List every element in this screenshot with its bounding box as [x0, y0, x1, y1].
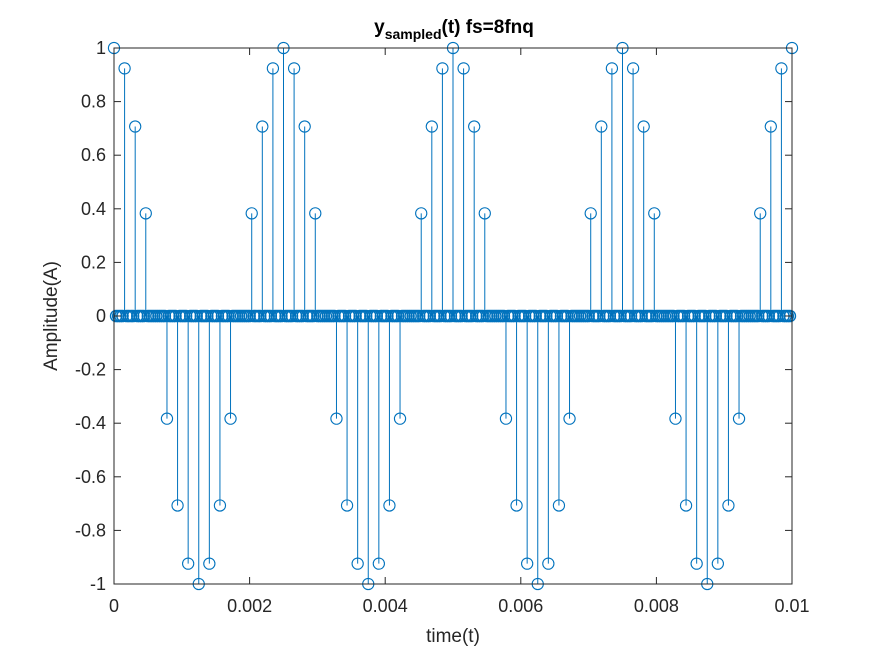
- stem-marker: [171, 499, 184, 512]
- x-tick-label: 0.006: [498, 596, 543, 616]
- stem-marker: [468, 120, 481, 133]
- stem-marker: [309, 207, 322, 220]
- y-tick-label: 0.4: [81, 199, 106, 219]
- chart-title: ysampled(t) fs=8fnq: [374, 17, 534, 42]
- x-tick-label: 0.002: [227, 596, 272, 616]
- stem-marker: [129, 120, 142, 133]
- stem-marker: [605, 62, 619, 75]
- stem-marker: [351, 557, 364, 570]
- stem-marker: [224, 412, 237, 425]
- stem-marker: [436, 62, 449, 75]
- x-tick-label: 0.01: [774, 596, 809, 616]
- stem-marker: [425, 120, 438, 133]
- stem-marker: [160, 412, 174, 425]
- stem-marker: [340, 499, 354, 512]
- x-axis-label: time(t): [426, 626, 480, 647]
- stem-marker: [415, 207, 428, 220]
- stem-marker: [330, 412, 343, 425]
- stem-marker: [372, 557, 385, 570]
- stem-marker: [563, 412, 576, 425]
- stem-marker: [256, 120, 269, 133]
- stem-marker: [542, 557, 555, 570]
- y-tick-label: -0.8: [75, 520, 106, 540]
- stem-marker: [266, 62, 280, 75]
- plot-area: [107, 41, 799, 591]
- stem-marker: [754, 207, 767, 220]
- stem-marker: [732, 412, 746, 425]
- stem-marker-zero: [783, 309, 797, 323]
- stem-marker: [521, 557, 534, 570]
- y-tick-label: 0: [96, 306, 106, 326]
- x-tick-label: 0.004: [363, 596, 408, 616]
- stem-marker: [595, 120, 608, 133]
- y-tick-label: 0.6: [81, 145, 106, 165]
- stem-marker: [637, 120, 650, 133]
- x-tick-label: 0.008: [634, 596, 679, 616]
- stem-marker: [298, 120, 311, 133]
- stem-marker: [510, 499, 523, 512]
- stem-marker: [669, 412, 682, 425]
- stem-marker: [711, 557, 724, 570]
- y-tick-label: 0.2: [81, 252, 106, 272]
- stem-marker: [118, 62, 131, 75]
- stem-marker: [393, 412, 407, 425]
- stem-marker: [245, 207, 258, 220]
- y-axis-label: Amplitude(A): [41, 261, 62, 371]
- stem-marker: [457, 62, 470, 75]
- stem-marker: [552, 499, 566, 512]
- stem-marker: [213, 499, 227, 512]
- stem-marker: [679, 499, 693, 512]
- y-tick-label: -1: [90, 574, 106, 594]
- stem-marker: [499, 412, 513, 425]
- stem-marker: [182, 557, 195, 570]
- stem-marker: [626, 62, 640, 75]
- stem-marker: [287, 62, 301, 75]
- stem-marker: [584, 207, 597, 220]
- chart-title-subscript: sampled: [385, 26, 442, 42]
- stem-marker: [383, 499, 396, 512]
- y-tick-label: -0.6: [75, 467, 106, 487]
- chart-title-suffix: (t) fs=8fnq: [442, 17, 534, 38]
- x-tick-label: 0: [109, 596, 119, 616]
- stem-marker: [648, 207, 661, 220]
- stem-marker: [139, 207, 152, 220]
- stem-marker: [690, 557, 703, 570]
- stem-marker: [775, 62, 788, 75]
- y-tick-label: 1: [96, 38, 106, 58]
- stem-marker: [722, 499, 735, 512]
- stem-marker: [203, 557, 216, 570]
- y-tick-label: 0.8: [81, 92, 106, 112]
- y-tick-label: -0.4: [75, 413, 106, 433]
- chart-title-main: y: [374, 17, 385, 38]
- axes: -1 -0.8 -0.6 -0.4 -0.2 0 0.2 0.4 0.6 0.8 1 0 0.002 0.…: [75, 38, 810, 616]
- stem-marker: [764, 120, 777, 133]
- y-tick-label: -0.2: [75, 360, 106, 380]
- stem-marker: [478, 207, 491, 220]
